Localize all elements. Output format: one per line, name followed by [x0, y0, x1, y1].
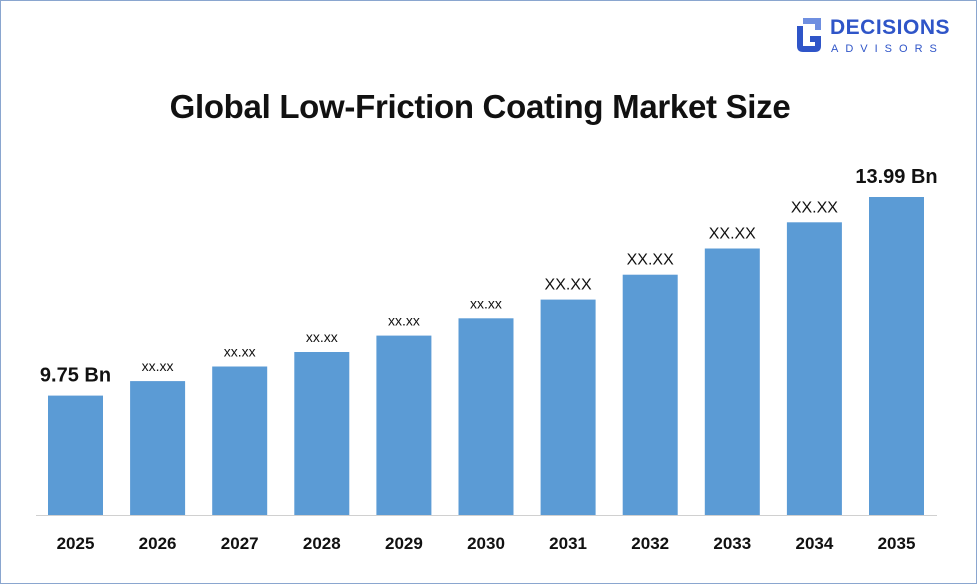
bar-2034 — [786, 222, 842, 516]
x-tick-label-2034: 2034 — [795, 534, 833, 553]
bar-2030 — [458, 318, 514, 515]
bar-2033 — [704, 248, 760, 515]
x-tick-label-2033: 2033 — [713, 534, 751, 553]
logo-brand-text: DECISIONS — [830, 16, 951, 39]
data-label-2034: XX.XX — [791, 199, 838, 216]
data-label-2028: xx.xx — [306, 329, 338, 345]
data-label-2031: XX.XX — [545, 277, 592, 294]
decisions-advisors-logo-icon — [797, 18, 821, 52]
bar-2028 — [294, 352, 350, 515]
x-tick-label-2026: 2026 — [139, 534, 177, 553]
bar-2025 — [48, 395, 103, 515]
x-tick-label-2029: 2029 — [385, 534, 423, 553]
data-label-2030: xx.xx — [470, 295, 502, 311]
bar-2032 — [622, 274, 678, 515]
bar-2035 — [869, 197, 924, 515]
data-label-2032: XX.XX — [627, 252, 674, 269]
x-tick-label-2031: 2031 — [549, 534, 587, 553]
data-label-2027: xx.xx — [224, 344, 256, 360]
bar-2031 — [540, 299, 596, 515]
x-tick-label-2025: 2025 — [57, 534, 95, 553]
x-tick-label-2028: 2028 — [303, 534, 341, 553]
chart-title: Global Low-Friction Coating Market Size — [169, 88, 791, 125]
bar-2027 — [212, 366, 268, 515]
x-tick-label-2030: 2030 — [467, 534, 505, 553]
data-label-2026: xx.xx — [142, 358, 174, 374]
bar-2026 — [130, 381, 186, 515]
data-label-2025: 9.75 Bn — [40, 365, 111, 387]
x-tick-label-2032: 2032 — [631, 534, 669, 553]
logo-sub-text: ADVISORS — [831, 43, 944, 55]
bar-2029 — [376, 335, 432, 515]
data-label-2035: 13.99 Bn — [855, 166, 937, 188]
data-label-2033: XX.XX — [709, 226, 756, 243]
x-tick-label-2027: 2027 — [221, 534, 259, 553]
x-tick-label-2035: 2035 — [878, 534, 916, 553]
data-label-2029: xx.xx — [388, 313, 420, 329]
logo: DECISIONS ADVISORS — [793, 14, 963, 60]
